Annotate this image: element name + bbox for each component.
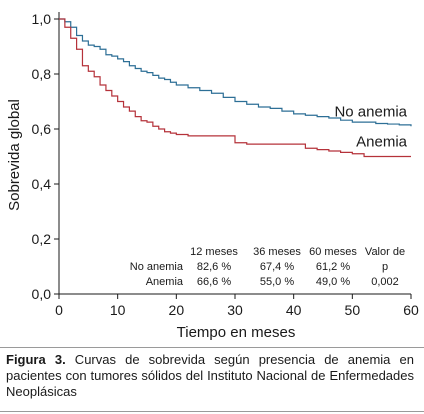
y-axis-label: Sobrevida global bbox=[6, 99, 23, 211]
series-line-anemia bbox=[59, 18, 411, 158]
table-cell: 55,0 % bbox=[260, 276, 294, 288]
x-tick-label: 60 bbox=[403, 302, 419, 318]
caption-divider-bottom bbox=[0, 411, 424, 412]
table-cell: 67,4 % bbox=[260, 261, 294, 273]
table-cell: p bbox=[382, 261, 388, 273]
table-header: 60 meses bbox=[309, 246, 357, 258]
table-cell: 49,0 % bbox=[316, 276, 350, 288]
x-tick-label: 40 bbox=[286, 302, 302, 318]
table-header: 12 meses bbox=[190, 246, 238, 258]
caption-bold: Figura 3. bbox=[6, 352, 66, 367]
x-tick-label: 10 bbox=[110, 302, 126, 318]
table-header: Valor de bbox=[365, 246, 405, 258]
survival-chart: 0 10 20 30 40 50 60 0,0 0,2 0,4 0,6 0,8 1,0 No anemi… bbox=[6, 11, 419, 341]
x-tick-label: 20 bbox=[169, 302, 185, 318]
figure-caption: Figura 3. Curvas de sobrevida según pres… bbox=[6, 352, 414, 400]
table-row-label: Anemia bbox=[146, 276, 184, 288]
y-tick-label: 0,0 bbox=[32, 286, 52, 302]
table-cell: 61,2 % bbox=[316, 261, 350, 273]
table-cell: 0,002 bbox=[371, 276, 399, 288]
x-tick-label: 30 bbox=[227, 302, 243, 318]
y-tick-label: 0,6 bbox=[32, 121, 52, 137]
caption-text: Curvas de sobrevida según presencia de a… bbox=[6, 352, 414, 399]
y-tick-label: 0,4 bbox=[32, 176, 52, 192]
survival-table: 12 meses 36 meses 60 meses Valor de No anemi… bbox=[130, 246, 405, 288]
axis-ticks: 0 10 20 30 40 50 60 0,0 0,2 0,4 0,6 0,8 1,0 bbox=[32, 11, 419, 318]
series-label-anemia: Anemia bbox=[356, 134, 408, 151]
x-axis-label: Tiempo en meses bbox=[177, 324, 296, 341]
table-header: 36 meses bbox=[253, 246, 301, 258]
caption-divider-top bbox=[0, 347, 424, 348]
table-cell: 66,6 % bbox=[197, 276, 231, 288]
series-labels: No anemia Anemia bbox=[334, 103, 407, 150]
y-tick-label: 0,2 bbox=[32, 231, 52, 247]
x-tick-label: 0 bbox=[55, 302, 63, 318]
y-tick-label: 1,0 bbox=[32, 11, 52, 27]
series-label-no-anemia: No anemia bbox=[334, 103, 407, 120]
series-lines bbox=[59, 18, 412, 158]
x-tick-label: 50 bbox=[345, 302, 361, 318]
series-line-no-anemia bbox=[59, 18, 412, 127]
table-row-label: No anemia bbox=[130, 261, 184, 273]
table-cell: 82,6 % bbox=[197, 261, 231, 273]
y-tick-label: 0,8 bbox=[32, 66, 52, 82]
